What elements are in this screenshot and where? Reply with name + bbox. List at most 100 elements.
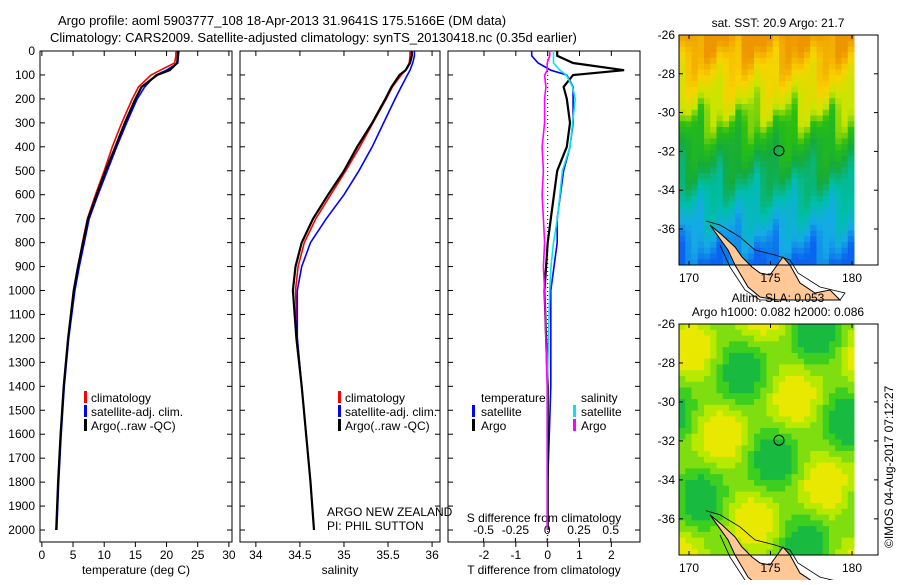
map-cell — [766, 219, 774, 226]
map-cell — [766, 190, 774, 197]
map-cell — [697, 253, 705, 260]
map-cell — [679, 508, 686, 516]
map-cell — [797, 543, 805, 550]
map-cell — [679, 497, 686, 504]
map-cell — [704, 508, 711, 516]
map-cell — [779, 207, 786, 214]
map-cell — [785, 259, 792, 266]
map-cell — [729, 219, 736, 226]
map-cell — [710, 387, 717, 394]
map-cell — [766, 364, 774, 371]
map-cell — [760, 387, 767, 394]
map-cell — [772, 526, 780, 533]
map-cell — [735, 503, 742, 510]
map-cell — [716, 370, 724, 377]
map-cell — [685, 207, 692, 214]
map-cell — [804, 427, 811, 435]
map-cell — [791, 526, 799, 533]
map-cell — [772, 537, 780, 544]
map-cell — [754, 127, 761, 134]
map-cell — [691, 236, 699, 243]
map-cell — [685, 201, 692, 208]
map-cell — [735, 375, 742, 383]
map-cell — [829, 393, 836, 400]
y-tick-label: 1100 — [9, 307, 35, 321]
map-cell — [754, 178, 761, 185]
map-cell — [697, 167, 705, 174]
map-cell — [785, 508, 792, 516]
map-cell — [810, 132, 817, 139]
map-cell — [835, 81, 842, 88]
map-cell — [754, 427, 761, 435]
map-cell — [685, 52, 692, 59]
map-cell — [697, 115, 705, 122]
map-cell — [691, 462, 699, 469]
map-cell — [835, 497, 842, 504]
map-cell — [729, 422, 736, 429]
map-cell — [772, 144, 780, 151]
map-cell — [760, 381, 767, 389]
map-cell — [797, 63, 805, 70]
map-cell — [735, 485, 742, 492]
map-cell — [760, 35, 767, 42]
map-cell — [741, 236, 749, 243]
map-cell — [722, 190, 730, 197]
map-cell — [791, 439, 799, 446]
map-cell — [710, 393, 717, 400]
map-cell — [785, 207, 792, 214]
map-cell — [810, 230, 817, 237]
map-cell — [772, 503, 780, 510]
map-cell — [735, 364, 742, 371]
map-cell — [791, 253, 799, 260]
map-cell — [704, 410, 711, 417]
map-cell — [785, 352, 792, 360]
map-cell — [747, 329, 755, 337]
map-cell — [841, 81, 849, 88]
map-cell — [735, 352, 742, 360]
map-cell — [810, 491, 817, 498]
x-tick-label: 2 — [608, 548, 615, 562]
map-cell — [735, 324, 742, 331]
map-cell — [810, 92, 817, 99]
map-cell — [722, 161, 730, 168]
map-cell — [772, 173, 780, 180]
map-cell — [691, 86, 699, 93]
map-cell — [704, 35, 711, 42]
map-cell — [797, 35, 805, 42]
map-cell — [685, 109, 692, 116]
map-cell — [710, 531, 717, 539]
map-cell — [729, 508, 736, 516]
map-cell — [791, 40, 799, 47]
map-cell — [847, 92, 855, 99]
map-cell — [697, 549, 705, 556]
map-cell — [847, 399, 855, 406]
map-cell — [747, 399, 755, 406]
map-cell — [760, 127, 767, 134]
map-cell — [704, 387, 711, 394]
map-cell — [835, 537, 842, 544]
map-cell — [822, 63, 830, 70]
map-cell — [685, 196, 692, 203]
map-cell — [822, 98, 830, 105]
map-cell — [747, 416, 755, 423]
map-cell — [716, 324, 724, 331]
map-cell — [847, 387, 855, 394]
map-frame — [678, 34, 879, 266]
map-cell — [847, 52, 855, 59]
map-cell — [716, 549, 724, 556]
map-cell — [766, 370, 774, 377]
map-cell — [754, 46, 761, 53]
map-cell — [710, 347, 717, 354]
map-cell — [697, 410, 705, 417]
map-cell — [779, 81, 786, 88]
map-cell — [847, 468, 855, 475]
map-cell — [847, 456, 855, 464]
map-cell — [804, 138, 811, 145]
map-cell — [679, 375, 686, 383]
map-cell — [816, 381, 824, 389]
map-cell — [729, 503, 736, 510]
map-cell — [810, 531, 817, 539]
map-cell — [797, 410, 805, 417]
map-cell — [722, 213, 730, 220]
map-cell — [791, 236, 799, 243]
